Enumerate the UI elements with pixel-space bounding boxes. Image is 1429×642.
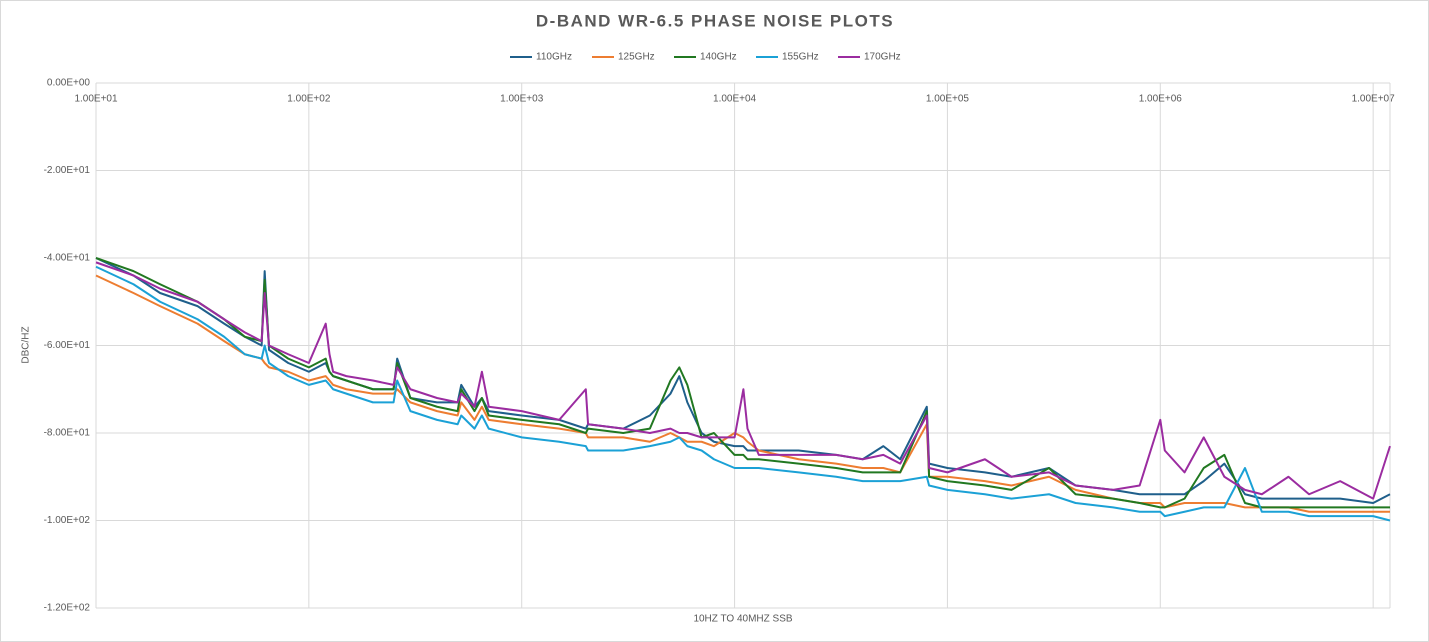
y-tick-label: -2.00E+01 xyxy=(44,165,91,176)
x-tick-label: 1.00E+07 xyxy=(1352,94,1396,105)
legend-label: 170GHz xyxy=(864,52,901,63)
y-tick-label: -1.20E+02 xyxy=(44,603,91,614)
y-tick-label: -8.00E+01 xyxy=(44,428,91,439)
x-axis-label: 10HZ TO 40MHZ SSB xyxy=(693,614,792,625)
series-line xyxy=(95,265,1391,522)
x-tick-label: 1.00E+02 xyxy=(287,94,331,105)
series-line xyxy=(95,257,1391,504)
legend-label: 155GHz xyxy=(782,52,819,63)
y-axis-label: DBC/HZ xyxy=(21,326,32,363)
legend-label: 140GHz xyxy=(700,52,737,63)
y-tick-label: -1.00E+02 xyxy=(44,515,91,526)
y-tick-label: -6.00E+01 xyxy=(44,340,91,351)
y-tick-label: -4.00E+01 xyxy=(44,253,91,264)
series-line xyxy=(95,274,1390,513)
x-tick-label: 1.00E+06 xyxy=(1139,94,1183,105)
chart-title: D-BAND WR-6.5 PHASE NOISE PLOTS xyxy=(536,11,894,30)
series-line xyxy=(95,257,1390,509)
legend-label: 125GHz xyxy=(618,52,655,63)
y-tick-label: 0.00E+00 xyxy=(47,78,91,89)
x-tick-label: 1.00E+05 xyxy=(926,94,970,105)
x-tick-label: 1.00E+04 xyxy=(713,94,757,105)
series-line xyxy=(95,261,1391,500)
x-tick-label: 1.00E+01 xyxy=(74,94,118,105)
x-tick-label: 1.00E+03 xyxy=(500,94,544,105)
legend-label: 110GHz xyxy=(536,52,572,63)
